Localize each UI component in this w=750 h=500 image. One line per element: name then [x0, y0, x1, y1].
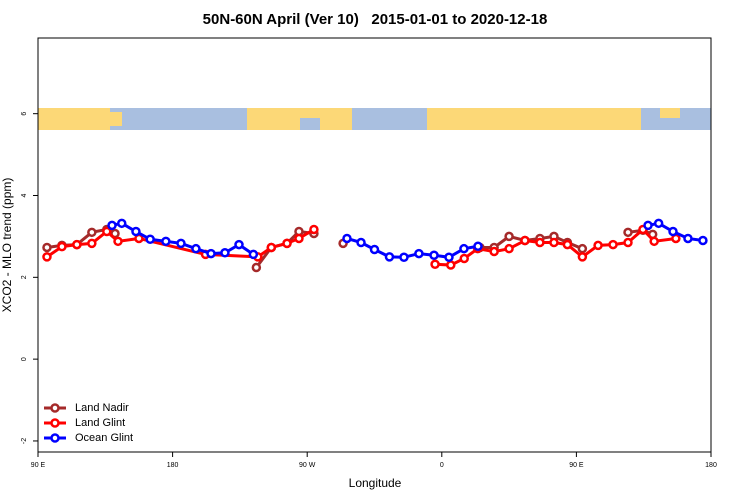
data-point: [698, 235, 708, 246]
data-point: [282, 238, 292, 249]
data-point: [459, 243, 469, 254]
data-point: [446, 260, 456, 270]
data-point: [176, 238, 186, 249]
legend-label: Land Nadir: [75, 402, 129, 414]
map-strip: [38, 108, 711, 130]
plot-frame: [37, 37, 712, 453]
data-point: [399, 252, 409, 263]
legend-marker: [50, 403, 60, 413]
data-point: [356, 237, 366, 248]
y-tick-label: 6: [21, 112, 28, 116]
series-line: [346, 237, 479, 259]
data-point: [653, 218, 664, 229]
data-point: [577, 243, 588, 254]
data-point: [87, 238, 97, 249]
data-point: [206, 248, 216, 259]
x-tick-label: 180: [705, 462, 717, 469]
data-point: [113, 236, 123, 247]
data-point: [459, 253, 469, 264]
y-axis-label: XCO2 - MLO trend (ppm): [0, 178, 14, 313]
legend-marker: [50, 433, 60, 443]
data-point: [444, 252, 454, 263]
x-tick-label: 90 E: [31, 462, 46, 469]
data-point: [504, 231, 514, 242]
data-point: [683, 233, 693, 244]
data-point: [234, 239, 244, 250]
data-point: [504, 243, 514, 254]
data-point: [266, 242, 277, 253]
legend-label: Land Glint: [75, 417, 125, 429]
data-point: [161, 236, 171, 247]
data-point: [102, 226, 112, 237]
data-point: [414, 248, 424, 259]
data-point: [643, 220, 653, 231]
x-tick-label: 180: [167, 462, 179, 469]
data-point: [608, 239, 618, 250]
series-line: [255, 229, 315, 269]
data-point: [430, 259, 440, 269]
x-axis-label: Longitude: [349, 476, 402, 490]
legend-label: Ocean Glint: [75, 432, 133, 444]
data-point: [562, 239, 573, 250]
data-point: [429, 250, 439, 260]
data-point: [535, 237, 545, 248]
data-point: [623, 237, 633, 248]
data-point: [549, 237, 559, 248]
data-point: [57, 241, 67, 252]
data-point: [342, 233, 352, 244]
data-point: [72, 239, 82, 250]
data-point: [369, 244, 380, 255]
x-tick-label: 90 E: [569, 462, 584, 469]
data-point: [489, 246, 499, 257]
data-point: [42, 252, 52, 262]
data-point: [117, 218, 127, 229]
data-point: [473, 241, 483, 251]
data-point: [668, 226, 678, 237]
data-point: [220, 248, 230, 258]
data-point: [520, 235, 530, 246]
data-point: [42, 242, 52, 253]
data-point: [107, 220, 117, 231]
data-point: [191, 243, 201, 254]
data-point: [87, 227, 97, 238]
data-point: [294, 233, 304, 244]
data-point: [309, 224, 319, 235]
y-tick-label: 2: [21, 275, 28, 279]
chart-title: 50N-60N April (Ver 10) 2015-01-01 to 202…: [203, 11, 548, 28]
data-point: [384, 252, 395, 262]
data-point: [248, 249, 259, 260]
x-tick-label: 0: [440, 462, 444, 469]
y-tick-label: -2: [21, 438, 28, 444]
x-tick-label: 90 W: [299, 462, 316, 469]
data-point: [593, 240, 603, 251]
data-point: [131, 226, 141, 237]
data-point: [145, 234, 155, 245]
data-point: [649, 236, 659, 247]
y-tick-label: 4: [21, 193, 28, 197]
data-point: [623, 227, 633, 238]
data-point: [577, 252, 588, 262]
data-point: [251, 262, 262, 273]
y-tick-label: 0: [21, 357, 28, 361]
legend-marker: [50, 418, 60, 428]
